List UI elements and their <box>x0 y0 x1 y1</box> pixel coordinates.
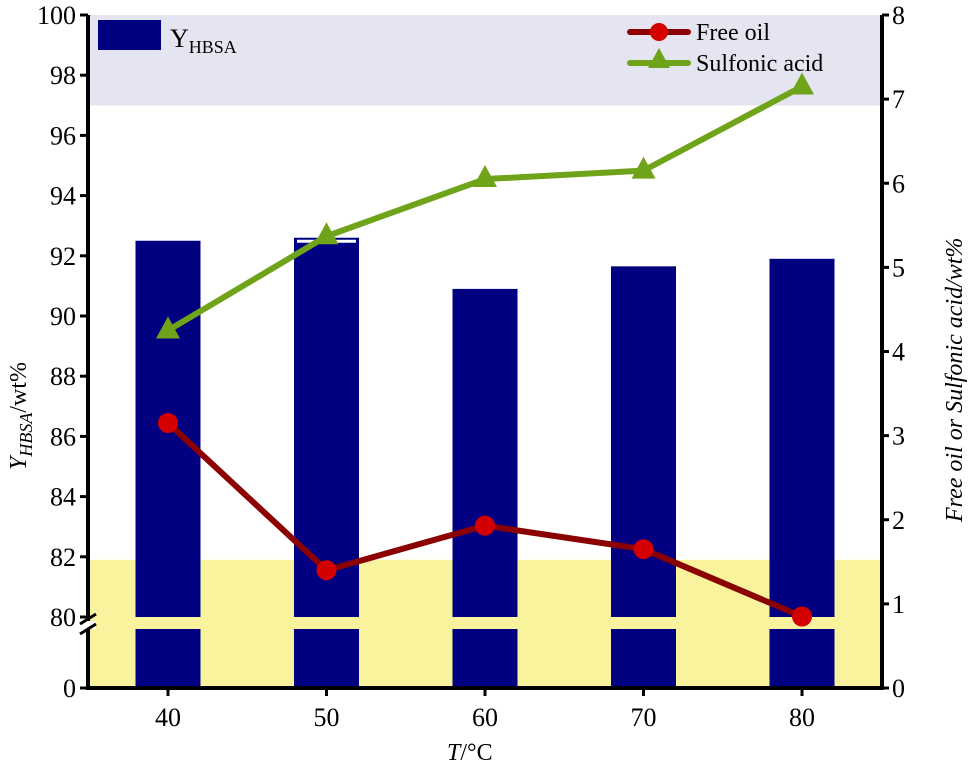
free-oil-marker <box>475 515 495 536</box>
left-tick-label: 86 <box>50 422 76 451</box>
left-tick-label: 80 <box>50 603 76 632</box>
left-tick-label: 96 <box>50 121 76 150</box>
band-0 <box>88 15 882 106</box>
left-tick-label: 92 <box>50 242 76 271</box>
bar-base-50 <box>294 629 359 688</box>
legend-sulfonic-marker <box>648 48 670 68</box>
legend-sulfonic-label: Sulfonic acid <box>696 51 823 77</box>
bar-80 <box>769 258 835 617</box>
right-axis-title: Free oil or Sulfonic acid/wt% <box>942 238 968 523</box>
axis-break-gap <box>80 621 96 629</box>
left-tick-label: 100 <box>37 1 76 30</box>
sulfonic-acid-marker <box>631 156 656 179</box>
bar-axis-break <box>452 617 518 629</box>
right-tick-label: 6 <box>892 169 905 198</box>
right-tick-label: 5 <box>892 253 905 282</box>
left-tick-label: 94 <box>50 182 76 211</box>
left-tick-label: 90 <box>50 302 76 331</box>
legend-bar-swatch <box>98 20 161 50</box>
sulfonic-acid-marker <box>314 222 339 245</box>
right-tick-label: 2 <box>892 506 905 535</box>
x-tick-label: 70 <box>631 703 657 732</box>
right-tick-label: 1 <box>892 590 905 619</box>
axis-break-mark <box>79 622 97 636</box>
bar-base-60 <box>452 629 518 688</box>
x-tick-label: 80 <box>789 703 815 732</box>
left-tick-label: 88 <box>50 362 76 391</box>
x-tick-label: 60 <box>472 703 498 732</box>
left-tick-label: 0 <box>63 674 76 703</box>
right-tick-label: 8 <box>892 1 905 30</box>
bar-base-70 <box>611 629 676 688</box>
left-axis-title: YHBSA/wt% <box>6 362 36 470</box>
bar-base-80 <box>769 629 835 688</box>
bar-70 <box>611 266 676 617</box>
sulfonic-acid-marker <box>473 165 497 188</box>
bar-base-40 <box>135 629 201 688</box>
bar-axis-break <box>135 617 201 629</box>
right-tick-label: 3 <box>892 422 905 451</box>
line-series <box>156 72 814 627</box>
x-tick-label: 40 <box>155 703 181 732</box>
right-tick-label: 7 <box>892 85 905 114</box>
axis-break-mark <box>79 612 97 626</box>
free-oil-marker <box>158 413 178 434</box>
right-tick-label: 4 <box>892 338 905 367</box>
axes: 100 98 96 94 92 90 88 86 84 82 80 0 8 7 6 5 4 3 2 1 0 40 50 60 7… <box>37 1 905 732</box>
sulfonic-acid-marker <box>156 316 180 339</box>
left-tick-label: 82 <box>50 543 76 572</box>
right-tick-label: 0 <box>892 674 905 703</box>
sulfonic-acid-marker <box>790 72 814 95</box>
legend-free-oil-label: Free oil <box>696 20 770 46</box>
bar-axis-break <box>611 617 676 629</box>
free-oil-marker <box>316 560 337 581</box>
left-tick-label: 84 <box>50 483 76 512</box>
bar-60 <box>452 288 518 617</box>
legend: YHBSA Free oil Sulfonic acid <box>98 20 823 77</box>
free-oil-marker <box>792 606 812 627</box>
bar-axis-break <box>294 617 359 629</box>
x-axis-title: T/°C <box>447 740 493 766</box>
free-oil-marker <box>633 539 654 560</box>
x-tick-label: 50 <box>314 703 340 732</box>
legend-free-oil-marker <box>650 23 668 41</box>
legend-bar-label: YHBSA <box>170 24 237 57</box>
left-tick-label: 98 <box>50 61 76 90</box>
bar-50 <box>294 237 359 618</box>
